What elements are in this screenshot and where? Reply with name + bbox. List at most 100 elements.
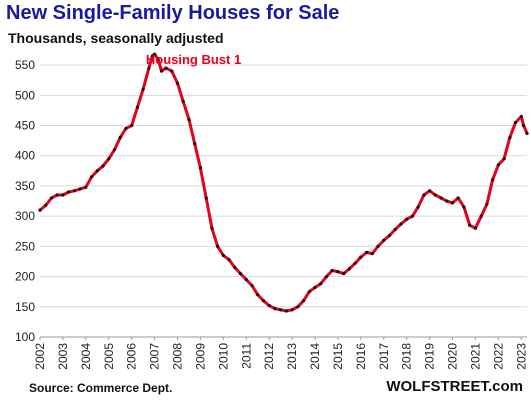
data-point [95,169,99,173]
data-point [462,205,466,209]
data-point [159,69,164,73]
data-point [112,148,117,152]
y-tick-label: 450 [15,119,35,133]
data-point [156,57,160,61]
data-point [90,175,94,179]
data-point [387,233,392,238]
brand-logo-text: WOLFSTREET.com [386,378,523,395]
x-tick-label: 2006 [125,343,139,370]
data-point [150,54,154,58]
data-point [433,193,437,197]
data-point [38,208,42,212]
data-point [49,196,54,200]
series-line [38,52,529,313]
data-point [124,126,128,131]
source-note: Source: Commerce Dept. [29,381,173,395]
chart-title: New Single-Family Houses for Sale [6,2,340,24]
annotations: Housing Bust 1 [146,52,241,67]
y-tick-label: 250 [15,239,35,253]
x-tick-label: 2022 [491,343,505,370]
data-point [302,299,306,303]
data-point [78,187,82,191]
data-point [376,244,380,248]
x-tick-label: 2011 [239,343,253,369]
data-point [347,267,351,271]
data-point [267,304,271,308]
data-point [193,142,197,146]
data-point [468,223,472,227]
x-tick-label: 2017 [377,343,391,370]
data-point [473,226,477,230]
data-point [118,136,122,140]
data-point [107,157,111,161]
x-tick-label: 2005 [102,343,116,370]
x-tick-label: 2016 [354,343,368,370]
data-point [422,193,426,197]
y-tick-label: 300 [15,209,35,223]
data-point [250,284,254,288]
data-point [141,87,145,91]
data-point [175,81,180,85]
data-point [170,69,174,73]
data-point [525,131,529,135]
x-tick-label: 2014 [308,343,322,370]
data-point [456,196,460,200]
x-tick-label: 2008 [171,343,185,370]
data-point [508,136,512,140]
data-point [147,66,151,70]
data-point [336,270,340,274]
data-point [55,193,59,197]
y-tick-label: 200 [15,270,35,284]
data-point [221,253,225,257]
data-point [296,305,300,309]
x-tick-label: 2010 [216,343,230,370]
data-point [410,214,414,218]
data-point [496,163,500,167]
data-point [393,227,397,232]
data-point [284,309,288,313]
x-tick-label: 2019 [423,343,437,370]
x-tick-label: 2015 [331,343,345,370]
data-point [153,52,157,56]
data-point [187,117,191,122]
data-point [279,308,283,312]
x-tick-label: 2018 [400,343,414,370]
y-axis: 100 150 200 250 300 350 400 450 500 550 [15,58,35,344]
data-point [198,166,202,170]
data-point [244,278,248,282]
data-point [44,203,48,207]
plot-area [38,52,529,313]
data-point [313,285,317,290]
data-point [491,178,495,182]
data-point [67,190,71,194]
data-point [445,199,449,203]
data-point [233,265,237,270]
data-point [479,214,483,218]
data-point [164,66,168,70]
data-point [307,290,311,294]
chart-subtitle: Thousands, seasonally adjusted [8,30,224,46]
x-axis: 2002 2003 2004 2005 2006 2007 2008 2009 2010 2011… [33,336,528,370]
annotation-housing-bust: Housing Bust 1 [146,52,241,67]
y-tick-label: 500 [15,88,35,102]
data-point [210,226,214,230]
x-tick-label: 2012 [262,343,276,370]
data-point [84,185,88,189]
data-point [416,205,420,209]
y-tick-label: 100 [15,330,35,344]
x-tick-label: 2003 [56,343,70,370]
data-point [324,275,329,279]
data-point [405,217,409,221]
data-point [519,114,523,119]
data-point [353,261,357,265]
data-point [319,282,323,286]
data-point [370,252,374,256]
data-point [502,157,506,161]
y-tick-label: 150 [15,300,35,314]
data-point [513,120,518,125]
data-point [61,193,65,197]
data-point [330,268,334,273]
data-point [261,299,265,303]
data-point [256,293,260,297]
